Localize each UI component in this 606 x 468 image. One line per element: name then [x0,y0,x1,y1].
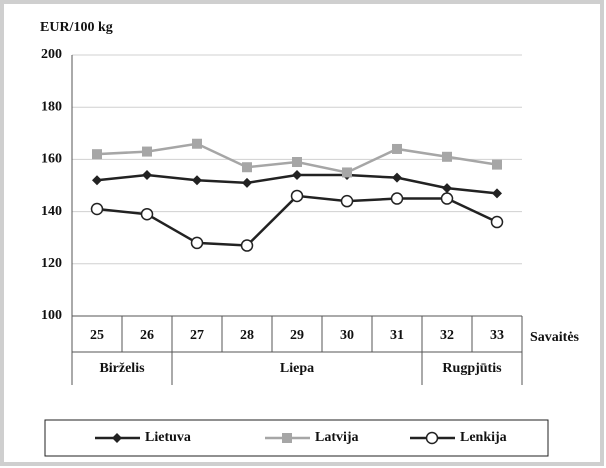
marker [390,192,404,205]
y-tick-label: 180 [41,99,62,114]
x-tick-label: 31 [390,328,404,343]
marker [442,183,452,194]
marker [492,159,502,170]
marker [242,177,252,188]
marker [282,433,292,443]
x-tick-label: 25 [90,328,104,343]
y-tick-label: 160 [41,152,62,167]
x-tick-label: 32 [440,328,454,343]
legend-label: Lenkija [460,430,507,445]
marker [190,236,204,250]
month-label: Liepa [280,361,314,376]
marker [442,151,452,162]
x-tick-label: 33 [490,328,504,343]
y-axis-label: EUR/100 kg [40,20,113,35]
marker [192,175,202,186]
marker [392,143,402,154]
marker [392,172,402,183]
y-tick-label: 120 [41,256,62,271]
marker [92,149,102,160]
x-axis-label: Savaitės [530,330,580,345]
x-tick-label: 26 [140,328,154,343]
marker [292,170,302,181]
marker [240,239,254,252]
marker [90,202,104,216]
x-tick-label: 28 [240,328,254,343]
marker [342,167,352,178]
x-tick-label: 27 [190,328,204,343]
marker [340,194,354,208]
x-tick-label: 30 [340,328,354,343]
marker [425,431,439,445]
y-tick-label: 200 [41,47,62,62]
y-tick-label: 100 [41,308,62,323]
x-tick-label: 29 [290,328,304,343]
legend-label: Latvija [315,430,359,445]
marker [112,433,122,443]
series-line [96,194,498,247]
legend-label: Lietuva [145,430,191,445]
marker [140,207,154,221]
marker [490,215,504,229]
marker [292,157,302,168]
marker [92,175,102,186]
y-tick-label: 140 [41,204,62,219]
marker [142,170,152,181]
marker [492,188,502,199]
marker [192,138,202,149]
marker [440,192,454,205]
month-label: Birželis [99,361,145,376]
month-label: Rugpjūtis [442,361,502,376]
marker [142,146,152,157]
marker [242,162,252,173]
marker [290,189,304,203]
